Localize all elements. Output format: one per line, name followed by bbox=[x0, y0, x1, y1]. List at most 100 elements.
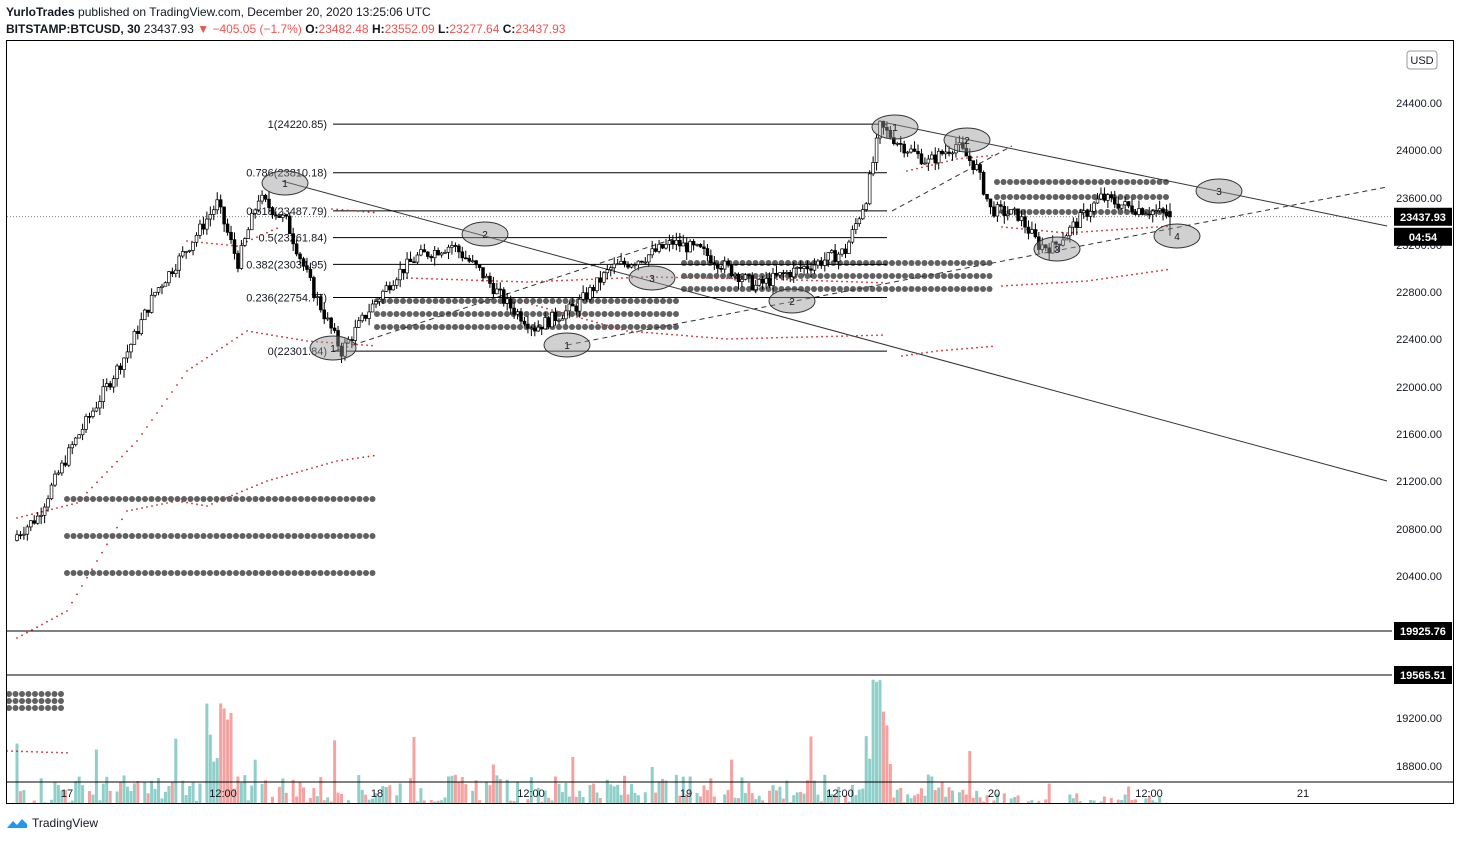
volume-bar bbox=[270, 796, 274, 803]
volume-bar bbox=[712, 796, 716, 803]
candle-body bbox=[602, 272, 606, 283]
wave-label: 1 bbox=[330, 344, 336, 355]
fib-level-label: 0.236(22754.77) bbox=[246, 293, 327, 305]
candle-body bbox=[1006, 213, 1010, 216]
volume-bar bbox=[906, 794, 910, 803]
candle-body bbox=[667, 240, 672, 245]
candle-body bbox=[757, 278, 761, 286]
volume-bar bbox=[629, 784, 633, 803]
fib-level-label: 0.382(23034.95) bbox=[246, 259, 327, 271]
volume-bar bbox=[947, 787, 951, 803]
candle-body bbox=[42, 506, 47, 516]
x-tick-label: 19 bbox=[680, 788, 692, 800]
last-price: 23437.93 bbox=[143, 22, 194, 36]
volume-bar bbox=[1071, 798, 1075, 803]
candle-body bbox=[553, 311, 558, 321]
y-tick-label: 21600.00 bbox=[1396, 429, 1442, 441]
candle-body bbox=[957, 142, 962, 146]
candle-body bbox=[526, 323, 530, 329]
volume-bar bbox=[574, 796, 578, 803]
price-chart[interactable]: 1(24220.85) 0.786(23810.18) 0.618(23487.79… bbox=[7, 41, 1453, 803]
chart-frame[interactable]: 1(24220.85) 0.786(23810.18) 0.618(23487.79… bbox=[6, 40, 1454, 804]
volume-bar bbox=[125, 786, 129, 803]
volume-bar bbox=[94, 749, 98, 803]
symbol-line: BITSTAMP:BTCUSD, 30 23437.93 ▼ −405.05 (… bbox=[6, 22, 565, 36]
candle-body bbox=[657, 243, 661, 252]
volume-bar bbox=[740, 777, 744, 803]
candle-body bbox=[864, 203, 868, 210]
publisher-line: YurloTrades published on TradingView.com… bbox=[6, 5, 431, 19]
volume-bar bbox=[1044, 799, 1048, 803]
volume-bar bbox=[564, 783, 568, 803]
volume-bar bbox=[1009, 798, 1013, 803]
brand-name[interactable]: TradingView bbox=[32, 816, 99, 830]
volume-bar bbox=[812, 780, 816, 803]
volume-bar bbox=[319, 777, 323, 803]
volume-bar bbox=[157, 777, 161, 803]
candle-body bbox=[105, 383, 109, 387]
volume-bar bbox=[685, 794, 689, 803]
candle-body bbox=[843, 248, 848, 254]
candle-body bbox=[184, 251, 188, 253]
candle-body bbox=[1040, 244, 1045, 250]
author-name[interactable]: YurloTrades bbox=[6, 5, 75, 19]
candle-body bbox=[633, 264, 637, 266]
candle-body bbox=[201, 223, 206, 230]
candle-body bbox=[581, 292, 585, 300]
volume-bar bbox=[909, 798, 913, 803]
candle-body bbox=[453, 245, 458, 247]
volume-bar bbox=[702, 785, 706, 803]
candle-body bbox=[999, 204, 1003, 207]
volume-bar bbox=[122, 775, 126, 803]
volume-bar bbox=[56, 785, 60, 803]
volume-bar bbox=[664, 780, 668, 803]
candle-body bbox=[750, 275, 755, 291]
candle-body bbox=[1150, 210, 1155, 216]
symbol[interactable]: BITSTAMP:BTCUSD, 30 bbox=[6, 22, 141, 36]
candle-body bbox=[484, 275, 489, 279]
volume-bar bbox=[850, 784, 854, 803]
candle-body bbox=[277, 215, 282, 218]
volume-bar bbox=[232, 788, 236, 803]
candle-body bbox=[505, 298, 509, 304]
candle-body bbox=[495, 288, 499, 295]
candle-body bbox=[546, 317, 551, 328]
wave-ellipse bbox=[461, 221, 509, 247]
candle-body bbox=[129, 343, 133, 353]
candle-body bbox=[622, 260, 627, 265]
price-tag-label: 19565.51 bbox=[1400, 670, 1446, 682]
candle-body bbox=[912, 148, 917, 152]
candle-body bbox=[771, 272, 775, 286]
candle-body bbox=[122, 357, 126, 370]
volume-bar bbox=[226, 719, 230, 803]
candle-body bbox=[22, 533, 26, 536]
candle-body bbox=[543, 317, 547, 330]
wave-label: 3 bbox=[1054, 245, 1060, 256]
volume-bar bbox=[923, 795, 927, 803]
candle-body bbox=[398, 268, 402, 281]
fib-level-label: 0(22301.84) bbox=[268, 346, 327, 358]
volume-bar bbox=[1147, 795, 1151, 803]
candle-body bbox=[767, 278, 772, 286]
x-tick-label: 20 bbox=[988, 788, 1000, 800]
candle-body bbox=[1012, 208, 1017, 211]
volume-bar bbox=[844, 795, 848, 803]
candle-body bbox=[253, 209, 257, 214]
y-tick-label: 23600.00 bbox=[1396, 193, 1442, 205]
x-tick-label: 12:00 bbox=[209, 788, 237, 800]
volume-bar bbox=[899, 787, 903, 803]
volume-bar bbox=[188, 786, 192, 803]
candle-body bbox=[284, 214, 289, 217]
volume-bar bbox=[146, 793, 150, 803]
volume-bar bbox=[774, 790, 778, 803]
candle-body bbox=[712, 262, 717, 265]
volume-bar bbox=[129, 791, 133, 803]
candle-body bbox=[598, 277, 603, 283]
candle-body bbox=[1023, 216, 1027, 228]
candle-body bbox=[63, 462, 68, 466]
wave-ellipse bbox=[543, 332, 591, 358]
volume-bar bbox=[868, 758, 872, 803]
candle-body bbox=[747, 274, 751, 277]
candle-body bbox=[950, 152, 955, 155]
volume-bar bbox=[885, 725, 889, 803]
